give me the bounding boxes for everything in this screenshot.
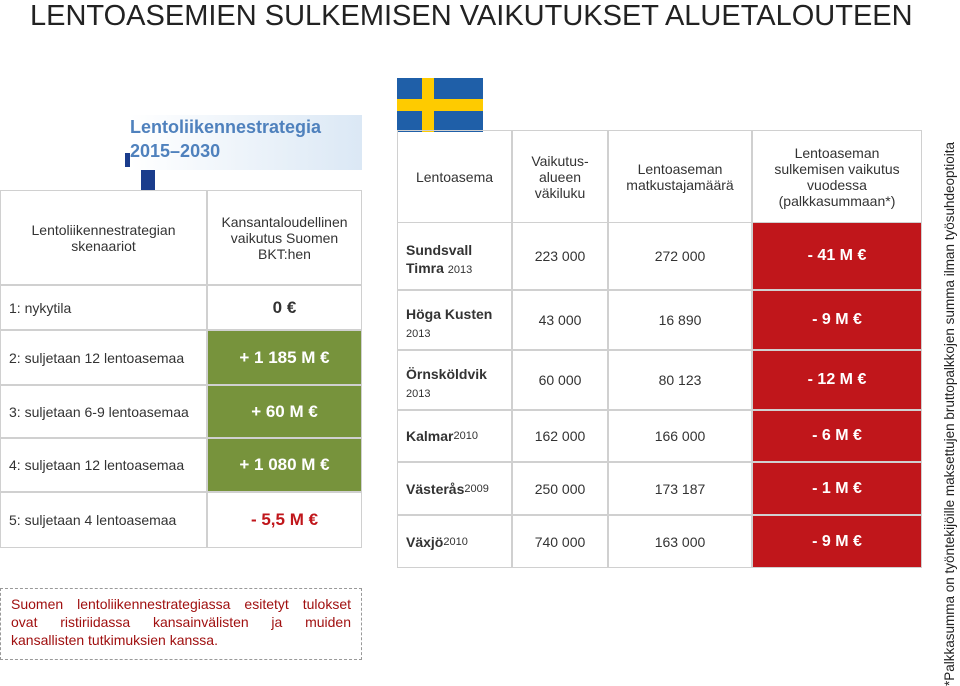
swedish-flag <box>397 78 483 132</box>
header-cell: Vaikutus-alueen väkiluku <box>512 130 608 222</box>
effect-cell: - 1 M € <box>752 462 922 515</box>
population-cell: 162 000 <box>512 410 608 462</box>
airport-name: Växjö <box>406 533 444 550</box>
effect-cell: - 6 M € <box>752 410 922 462</box>
scenario-cell: 3: suljetaan 6-9 lentoasemaa <box>0 385 207 438</box>
airport-year: 2013 <box>447 264 473 276</box>
strategy-title: Lentoliikennestrategia 2015–2030 <box>130 115 362 170</box>
scenario-cell: 4: suljetaan 12 lentoasemaa <box>0 438 207 492</box>
passengers-cell: 80 123 <box>608 350 752 410</box>
airport-year: 2009 <box>464 482 489 495</box>
impact-cell: + 1 080 M € <box>207 438 362 492</box>
effect-cell: - 12 M € <box>752 350 922 410</box>
strategy-line: Lentoliikennestrategia <box>130 117 322 137</box>
impact-cell: - 5,5 M € <box>207 492 362 548</box>
airport-name: Kalmar <box>406 428 454 444</box>
header-cell: Lentoasema <box>397 130 512 222</box>
passengers-cell: 16 890 <box>608 290 752 350</box>
passengers-cell: 166 000 <box>608 410 752 462</box>
title: LENTOASEMIEN SULKEMISEN VAIKUTUKSET ALUE… <box>30 0 913 32</box>
population-cell: 223 000 <box>512 222 608 290</box>
airport-name: Örnsköldvik <box>406 366 487 382</box>
airport-name: Höga Kusten <box>406 306 493 322</box>
airport-cell: Höga Kusten 2013 <box>397 290 512 350</box>
airport-name: Västerås <box>406 480 465 497</box>
header-cell: Lentoaseman sulkemisen vaikutus vuodessa… <box>752 130 922 222</box>
scenario-cell: 2: suljetaan 12 lentoasemaa <box>0 330 207 385</box>
footnote: *Palkkasumma on työntekijöille maksettuj… <box>942 141 957 686</box>
airport-year: 2010 <box>443 535 468 548</box>
effect-cell: - 41 M € <box>752 222 922 290</box>
airport-year: 2013 <box>406 388 431 400</box>
header-cell: Lentoliikennestrategian skenaariot <box>0 190 207 285</box>
strategy-line: 2015–2030 <box>130 141 221 161</box>
passengers-cell: 173 187 <box>608 462 752 515</box>
header-cell: Lentoaseman matkustajamäärä <box>608 130 752 222</box>
scenario-cell: 1: nykytila <box>0 285 207 330</box>
effect-cell: - 9 M € <box>752 515 922 568</box>
impact-cell: 0 € <box>207 285 362 330</box>
airport-name: Sundsvall Timra <box>406 242 473 276</box>
airport-cell: Växjö 2010 <box>397 515 512 568</box>
passengers-cell: 272 000 <box>608 222 752 290</box>
effect-cell: - 9 M € <box>752 290 922 350</box>
airport-year: 2010 <box>453 430 478 442</box>
impact-cell: + 60 M € <box>207 385 362 438</box>
passengers-cell: 163 000 <box>608 515 752 568</box>
airport-cell: Västerås 2009 <box>397 462 512 515</box>
header-cell: Kansantaloudellinen vaikutus Suomen BKT:… <box>207 190 362 285</box>
scenario-cell: 5: suljetaan 4 lentoasemaa <box>0 492 207 548</box>
airport-year: 2013 <box>406 328 431 340</box>
airport-cell: Kalmar 2010 <box>397 410 512 462</box>
note: Suomen lentoliikennestrategiassa esitety… <box>0 588 362 660</box>
airport-cell: Örnsköldvik 2013 <box>397 350 512 410</box>
population-cell: 43 000 <box>512 290 608 350</box>
airport-cell: Sundsvall Timra 2013 <box>397 222 512 290</box>
impact-cell: + 1 185 M € <box>207 330 362 385</box>
population-cell: 250 000 <box>512 462 608 515</box>
population-cell: 60 000 <box>512 350 608 410</box>
population-cell: 740 000 <box>512 515 608 568</box>
